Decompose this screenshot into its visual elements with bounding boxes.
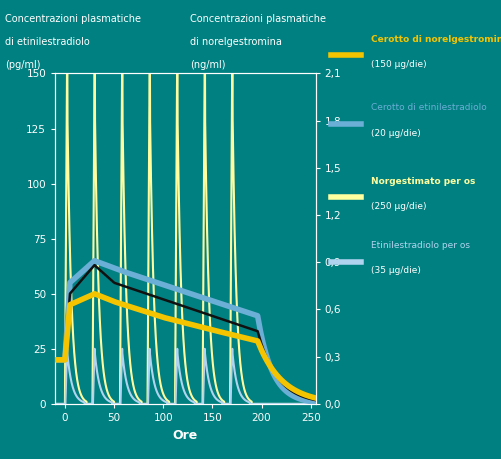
Text: di norelgestromina: di norelgestromina bbox=[190, 37, 282, 47]
Text: Concentrazioni plasmatiche: Concentrazioni plasmatiche bbox=[5, 14, 141, 24]
Text: Norgestimato per os: Norgestimato per os bbox=[371, 177, 475, 186]
Text: (20 μg/die): (20 μg/die) bbox=[371, 129, 420, 138]
Text: di etinilestradiolo: di etinilestradiolo bbox=[5, 37, 90, 47]
Text: Cerotto di etinilestradiolo: Cerotto di etinilestradiolo bbox=[371, 103, 486, 112]
Text: (35 μg/die): (35 μg/die) bbox=[371, 266, 421, 275]
Text: (150 μg/die): (150 μg/die) bbox=[371, 60, 426, 69]
X-axis label: Ore: Ore bbox=[173, 429, 198, 442]
Text: Concentrazioni plasmatiche: Concentrazioni plasmatiche bbox=[190, 14, 326, 24]
Text: (pg/ml): (pg/ml) bbox=[5, 60, 41, 70]
Text: Cerotto di norelgestromina: Cerotto di norelgestromina bbox=[371, 34, 501, 44]
Text: Etinilestradiolo per os: Etinilestradiolo per os bbox=[371, 241, 470, 250]
Text: (ng/ml): (ng/ml) bbox=[190, 60, 226, 70]
Text: (250 μg/die): (250 μg/die) bbox=[371, 202, 426, 211]
